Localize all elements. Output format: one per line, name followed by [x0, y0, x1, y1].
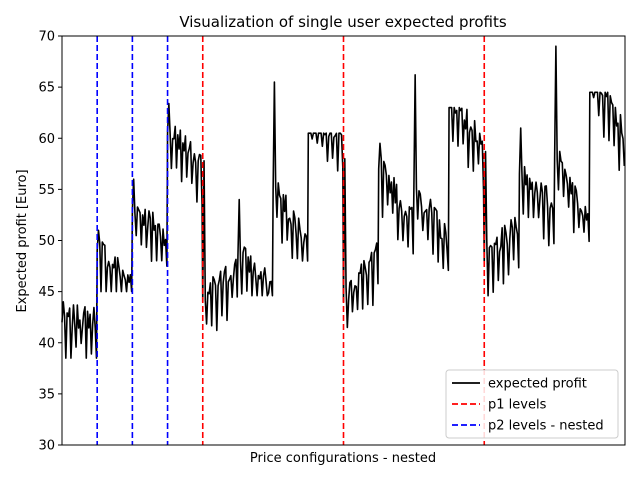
- y-tick-label-55: 55: [38, 183, 55, 198]
- y-axis-label: Expected profit [Euro]: [15, 169, 30, 312]
- y-tick-label-60: 60: [38, 132, 55, 147]
- chart-title: Visualization of single user expected pr…: [179, 13, 507, 31]
- y-tick-label-30: 30: [38, 439, 55, 454]
- y-tick-label-70: 70: [38, 30, 55, 45]
- y-tick-label-50: 50: [38, 234, 55, 249]
- y-tick-label-35: 35: [38, 387, 55, 402]
- legend-label-2: p1 levels: [488, 398, 547, 413]
- legend-box: [445, 369, 619, 439]
- y-tick-label-65: 65: [38, 81, 55, 96]
- legend-label-1: expected profit: [488, 377, 587, 392]
- y-tick-label-45: 45: [38, 285, 55, 300]
- legend: expected profit p1 levels p2 levels - nest…: [445, 369, 619, 439]
- legend-label-3: p2 levels - nested: [488, 419, 604, 434]
- y-tick-label-40: 40: [38, 336, 55, 351]
- x-axis-label: Price configurations - nested: [250, 451, 436, 466]
